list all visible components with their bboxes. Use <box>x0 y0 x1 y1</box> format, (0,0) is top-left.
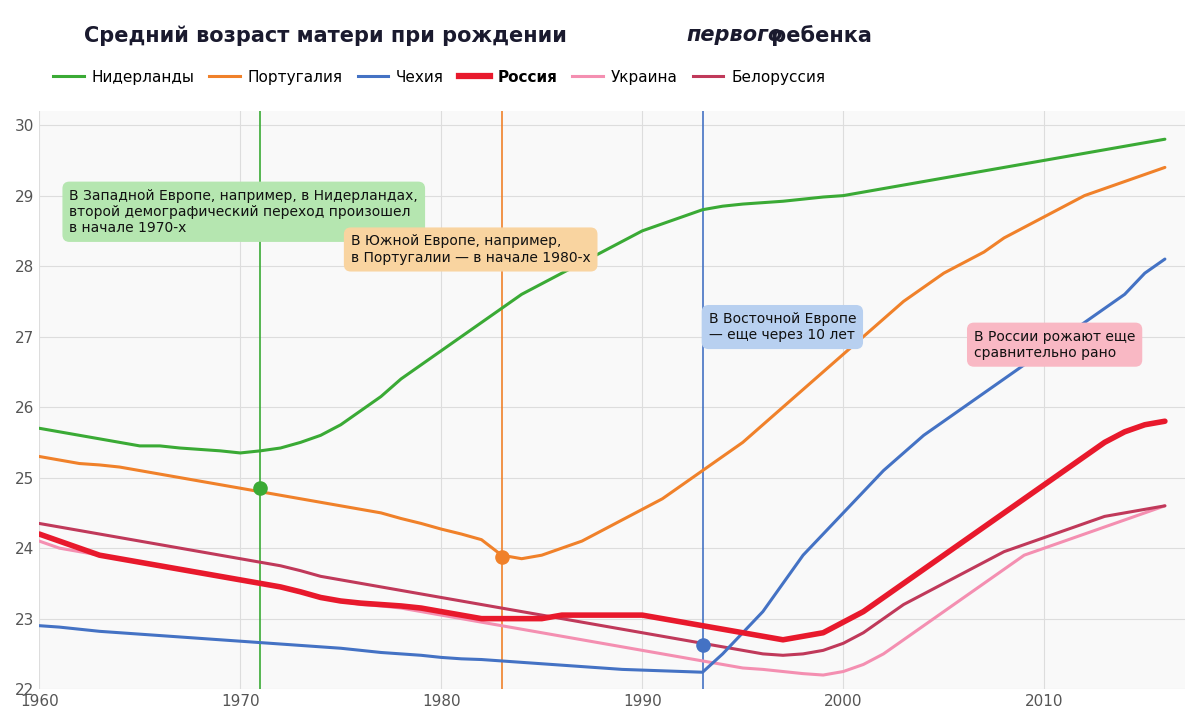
Legend: Нидерланды, Португалия, Чехия, Россия, Украина, Белоруссия: Нидерланды, Португалия, Чехия, Россия, У… <box>47 64 832 91</box>
Text: первого: первого <box>686 25 782 46</box>
Text: В Западной Европе, например, в Нидерландах,
второй демографический переход произ: В Западной Европе, например, в Нидерланд… <box>70 188 418 235</box>
Text: В Восточной Европе
— еще через 10 лет: В Восточной Европе — еще через 10 лет <box>709 312 856 342</box>
Text: ребенка: ребенка <box>764 25 872 46</box>
Text: Средний возраст матери при рождении: Средний возраст матери при рождении <box>84 25 574 46</box>
Point <box>492 551 511 563</box>
Point <box>251 482 270 494</box>
Text: В Южной Европе, например,
в Португалии — в начале 1980-х: В Южной Европе, например, в Португалии —… <box>350 235 590 264</box>
Text: В России рожают еще
сравнительно рано: В России рожают еще сравнительно рано <box>974 329 1135 360</box>
Point <box>692 639 712 651</box>
